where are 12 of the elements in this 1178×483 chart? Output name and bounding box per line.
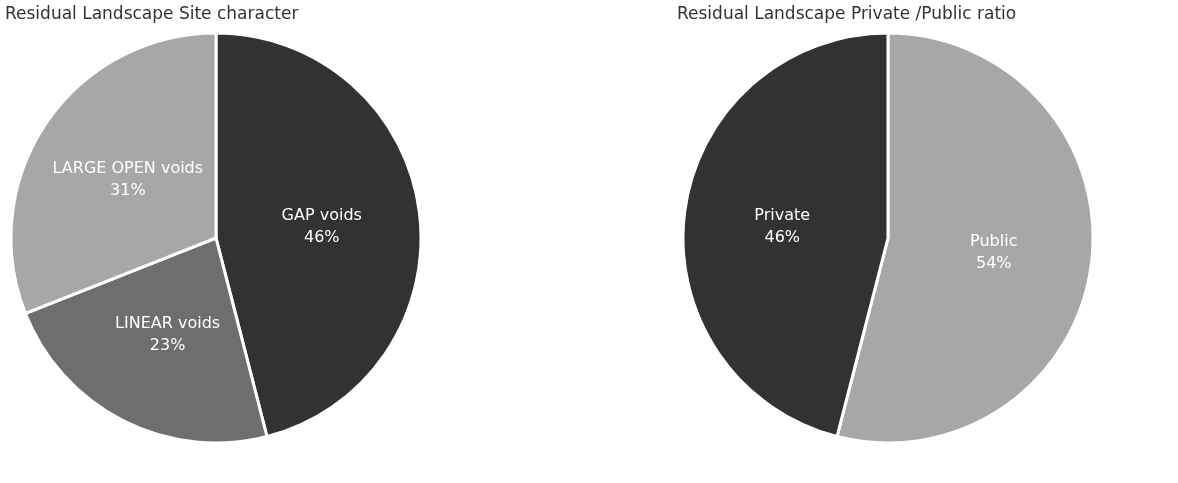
chart-title: Residual Landscape Private /Public ratio bbox=[677, 3, 1017, 23]
slice-label: Private bbox=[754, 204, 811, 224]
data-label: 46% bbox=[303, 226, 340, 246]
data-label: 46% bbox=[764, 226, 801, 246]
data-label: 23% bbox=[149, 334, 186, 354]
slice-label: Public bbox=[970, 231, 1018, 251]
chart-title: Residual Landscape Site character bbox=[5, 3, 299, 23]
data-label: 54% bbox=[975, 253, 1012, 273]
slice-label: GAP voids bbox=[281, 204, 362, 224]
data-label: 31% bbox=[110, 180, 146, 200]
slice-label: LINEAR voids bbox=[115, 312, 221, 332]
slice-label: LARGE OPEN voids bbox=[52, 158, 204, 178]
